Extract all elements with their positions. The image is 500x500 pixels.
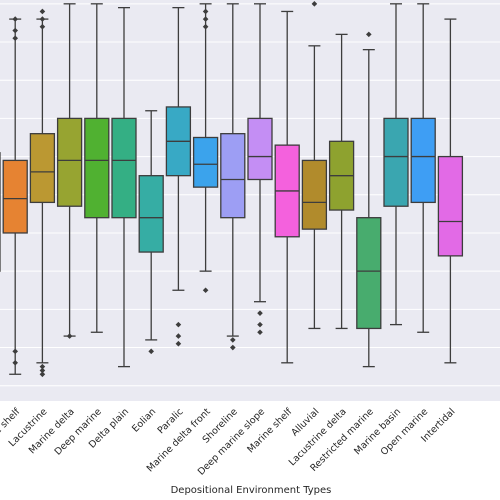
x-tick-labels: FluvialShallow marine shelfLacustrineMar… — [0, 406, 458, 484]
grid-lines — [0, 3, 500, 387]
box-4 — [56, 3, 83, 339]
outlier-point — [39, 363, 46, 370]
box-iqr — [437, 155, 464, 257]
box-iqr — [356, 217, 382, 330]
box-iqr — [84, 117, 110, 219]
box-iqr — [383, 117, 409, 207]
box-17 — [410, 3, 436, 333]
box-9 — [192, 3, 219, 294]
outlier-point — [39, 367, 46, 374]
box-iqr — [410, 117, 436, 204]
box-5 — [84, 3, 110, 333]
box-13 — [301, 1, 328, 330]
box-iqr — [301, 159, 328, 230]
box-16 — [383, 3, 409, 326]
outlier-point — [230, 344, 236, 351]
box-12 — [274, 10, 300, 364]
outlier-point — [311, 1, 318, 7]
outlier-point — [202, 287, 209, 294]
box-iqr — [138, 175, 164, 253]
outlier-point — [12, 27, 18, 34]
box-14 — [328, 33, 355, 330]
box-3 — [29, 8, 56, 378]
box-18 — [437, 18, 464, 364]
outlier-point — [257, 310, 263, 316]
box-11 — [247, 3, 273, 336]
outlier-point — [12, 348, 18, 355]
box-iqr — [2, 159, 28, 234]
outlier-point — [12, 16, 18, 22]
x-tick-label: Eolian — [130, 406, 158, 434]
box-iqr — [29, 133, 56, 204]
outlier-point — [39, 371, 46, 378]
outlier-point — [66, 333, 73, 339]
outlier-point — [12, 35, 18, 41]
box-6 — [111, 6, 137, 368]
outlier-point — [148, 348, 154, 355]
box-10 — [220, 3, 246, 351]
box-series — [0, 1, 464, 378]
outlier-point — [175, 321, 182, 328]
box-iqr — [220, 133, 246, 219]
outlier-point — [257, 329, 263, 336]
x-axis-title: Depositional Environment Types — [171, 485, 332, 496]
box-2 — [2, 16, 28, 375]
outlier-point — [175, 340, 182, 347]
box-iqr — [111, 117, 137, 219]
outlier-point — [257, 321, 263, 328]
outlier-point — [39, 16, 46, 22]
box-iqr — [192, 136, 219, 188]
box-15 — [356, 31, 382, 368]
outlier-point — [202, 23, 209, 30]
outlier-point — [175, 333, 182, 339]
outlier-point — [39, 8, 46, 15]
box-iqr — [56, 117, 83, 207]
box-iqr — [247, 117, 273, 181]
box-8 — [165, 6, 192, 347]
outlier-point — [202, 16, 209, 22]
outlier-point — [366, 31, 372, 38]
box-7 — [138, 110, 164, 355]
outlier-point — [230, 337, 236, 343]
outlier-point — [39, 23, 46, 30]
outlier-point — [202, 8, 209, 15]
outlier-point — [12, 360, 18, 366]
